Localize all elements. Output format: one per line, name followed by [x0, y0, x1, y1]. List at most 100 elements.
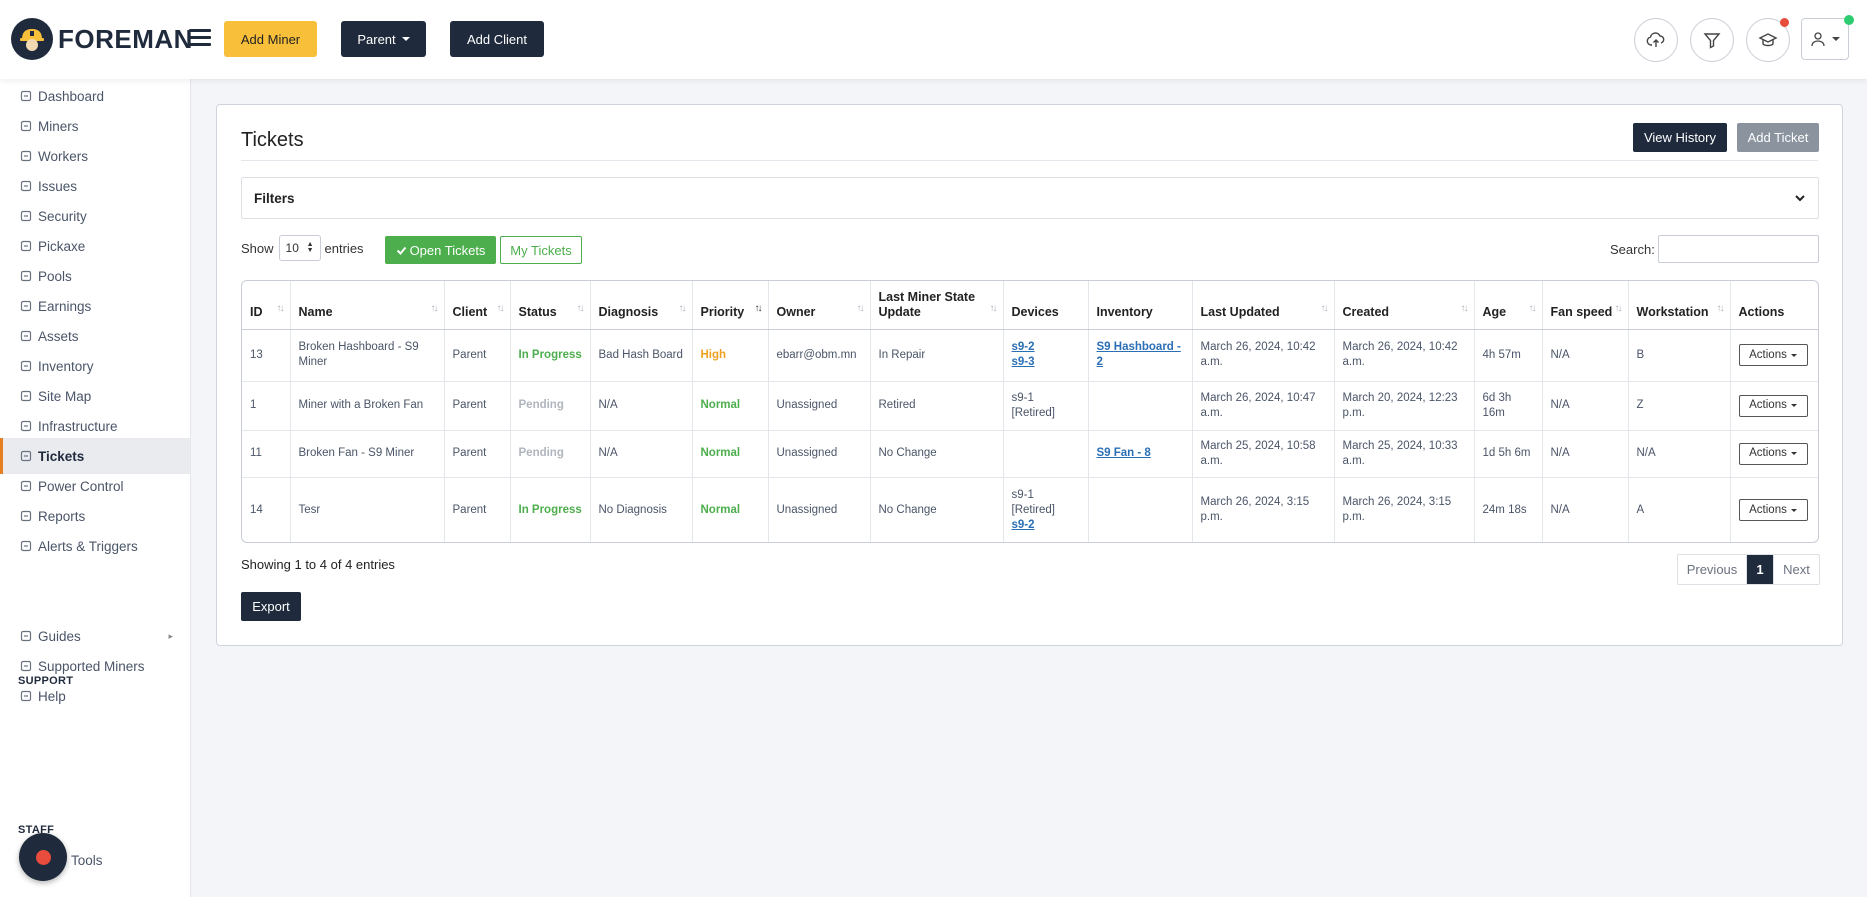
sidebar-item-tickets[interactable]: Tickets [0, 438, 190, 474]
ticket-fan-speed-cell: N/A [1542, 329, 1629, 382]
actions-dropdown-button[interactable]: Actions [1738, 499, 1808, 522]
sidebar-item-guides[interactable]: Guides ▸ [0, 618, 190, 654]
my-tickets-button[interactable]: My Tickets [500, 236, 582, 264]
add-client-button[interactable]: Add Client [450, 21, 544, 57]
parent-dropdown[interactable]: Parent [341, 21, 426, 57]
column-header-owner[interactable]: Owner ↑↓ [768, 281, 871, 330]
tickets-card: Tickets View History Add Ticket Filters … [216, 104, 1843, 646]
column-header-name[interactable]: Name ↑↓ [290, 281, 445, 330]
record-fab-button[interactable] [19, 833, 67, 881]
previous-page-button[interactable]: Previous [1678, 555, 1747, 584]
column-header-id[interactable]: ID ↑↓ [242, 281, 291, 330]
ticket-id-cell: 1 [242, 381, 291, 431]
caret-down-icon [401, 37, 410, 41]
add-ticket-button[interactable]: Add Ticket [1737, 123, 1819, 152]
dashboard-icon [19, 90, 32, 103]
sidebar-item-power-control[interactable]: Power Control [0, 468, 190, 504]
actions-dropdown-button[interactable]: Actions [1738, 394, 1808, 417]
sidebar-item-help[interactable]: Help [0, 678, 190, 714]
page-1-button[interactable]: 1 [1747, 555, 1773, 584]
sidebar-item-dashboard[interactable]: Dashboard [0, 78, 190, 114]
next-page-button[interactable]: Next [1773, 555, 1819, 584]
ticket-priority: Normal [700, 503, 741, 516]
ticket-client: Parent [452, 503, 487, 516]
sidebar-item-infrastructure[interactable]: Infrastructure [0, 408, 190, 444]
help-icon [19, 690, 32, 703]
reports-icon [19, 510, 32, 523]
device-link[interactable]: s9-3 [1011, 356, 1035, 368]
column-header-status[interactable]: Status ↑↓ [510, 281, 591, 330]
sidebar-item-label: Workers [38, 148, 89, 164]
column-header-created[interactable]: Created ↑↓ [1334, 281, 1475, 330]
sidebar-item-issues[interactable]: Issues [0, 168, 190, 204]
add-miner-button[interactable]: Add Miner [224, 21, 317, 57]
column-header-workstation[interactable]: Workstation ↑↓ [1628, 281, 1731, 330]
sidebar-item-workers[interactable]: Workers [0, 138, 190, 174]
column-header-inventory[interactable]: Inventory [1088, 281, 1193, 330]
sidebar-item-label: Site Map [38, 388, 92, 404]
sidebar-item-security[interactable]: Security [0, 198, 190, 234]
sidebar-item-site-map[interactable]: Site Map [0, 378, 190, 414]
column-header-diagnosis[interactable]: Diagnosis ↑↓ [590, 281, 693, 330]
brand-logo[interactable]: FOREMAN [11, 18, 193, 60]
column-header-age[interactable]: Age ↑↓ [1474, 281, 1543, 330]
device-link[interactable]: s9-2 [1011, 518, 1035, 531]
user-menu[interactable] [1801, 15, 1854, 60]
view-history-button[interactable]: View History [1633, 123, 1727, 152]
sidebar-item-pools[interactable]: Pools [0, 258, 190, 294]
sidebar-item-alerts-triggers[interactable]: Alerts & Triggers [0, 528, 190, 564]
ticket-owner: Unassigned [776, 399, 838, 411]
search-input[interactable] [1658, 235, 1819, 263]
column-header-actions: Actions [1730, 281, 1818, 330]
export-button[interactable]: Export [241, 592, 301, 621]
foreman-helmet-icon [11, 18, 53, 60]
sidebar-item-tools[interactable]: Tools [0, 842, 190, 878]
actions-dropdown-button[interactable]: Actions [1738, 344, 1808, 366]
training-button[interactable] [1746, 18, 1790, 62]
ticket-fan-speed: N/A [1550, 503, 1570, 516]
device-label: s9-1 [Retired] [1011, 391, 1055, 419]
sidebar-item-reports[interactable]: Reports [0, 498, 190, 534]
upload-button[interactable] [1634, 18, 1678, 62]
ticket-inventory-cell [1088, 381, 1193, 431]
entries-select[interactable]: 10 ▲ ▼ [278, 235, 321, 261]
inventory-link[interactable]: S9 Hashboard - 2 [1096, 341, 1181, 368]
menu-toggle-icon[interactable] [189, 29, 211, 47]
column-header-label: Actions [1738, 304, 1785, 319]
inventory-link[interactable]: S9 Fan - 8 [1096, 447, 1151, 459]
column-header-label: Client [452, 304, 488, 319]
user-icon [1811, 32, 1825, 47]
ticket-id: 1 [250, 399, 257, 411]
sidebar-item-pickaxe[interactable]: Pickaxe [0, 228, 190, 264]
sidebar-item-inventory[interactable]: Inventory [0, 348, 190, 384]
column-header-label: Last Updated [1200, 304, 1280, 319]
sidebar-item-earnings[interactable]: Earnings [0, 288, 190, 324]
actions-dropdown-button[interactable]: Actions [1738, 442, 1808, 465]
column-header-fan-speed[interactable]: Fan speed ↑↓ [1542, 281, 1629, 330]
ticket-priority-cell: Normal [692, 430, 769, 478]
sidebar-item-supported-miners[interactable]: Supported Miners [0, 648, 190, 684]
filter-button[interactable] [1690, 18, 1734, 62]
column-header-client[interactable]: Client ↑↓ [444, 281, 511, 330]
ticket-age-cell: 6d 3h 16m [1474, 381, 1543, 431]
ticket-priority-cell: Normal [692, 381, 769, 431]
sidebar-item-label: Power Control [38, 478, 124, 494]
ticket-diagnosis: N/A [598, 399, 618, 411]
open-tickets-button[interactable]: Open Tickets [385, 236, 496, 264]
column-header-last-miner-state-update[interactable]: Last Miner State Update ↑↓ [870, 281, 1004, 330]
ticket-last-updated: March 26, 2024, 3:15 p.m. [1200, 496, 1310, 524]
filters-panel-toggle[interactable]: Filters [241, 177, 1819, 219]
ticket-last-updated: March 26, 2024, 10:42 a.m. [1200, 341, 1316, 368]
column-header-last-updated[interactable]: Last Updated ↑↓ [1192, 281, 1335, 330]
ticket-workstation-cell: B [1628, 329, 1731, 382]
sidebar-item-assets[interactable]: Assets [0, 318, 190, 354]
assets-icon [19, 330, 32, 343]
sidebar-item-label: Alerts & Triggers [38, 538, 138, 554]
ticket-client: Parent [452, 447, 487, 459]
sidebar-item-miners[interactable]: Miners [0, 108, 190, 144]
ticket-owner: Unassigned [776, 447, 838, 459]
actions-label: Actions [1749, 503, 1787, 516]
ticket-name-cell: Broken Hashboard - S9 Miner [290, 329, 445, 382]
device-link[interactable]: s9-2 [1011, 341, 1035, 353]
column-header-priority[interactable]: Priority ↑↓ [692, 281, 769, 330]
